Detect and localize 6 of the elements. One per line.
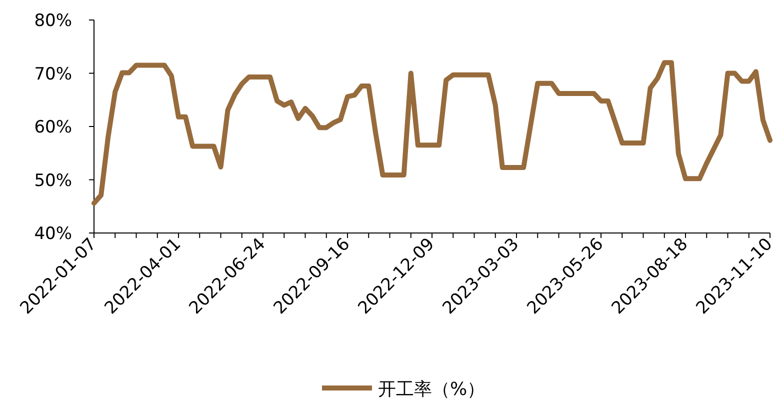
y-tick-label: 40% <box>34 224 72 244</box>
y-tick-label: 50% <box>34 170 72 191</box>
y-tick-label: 70% <box>34 64 72 84</box>
legend-label: 开工率（%） <box>378 379 486 400</box>
y-tick-label: 80% <box>34 11 72 31</box>
y-tick-label: 60% <box>34 118 72 138</box>
